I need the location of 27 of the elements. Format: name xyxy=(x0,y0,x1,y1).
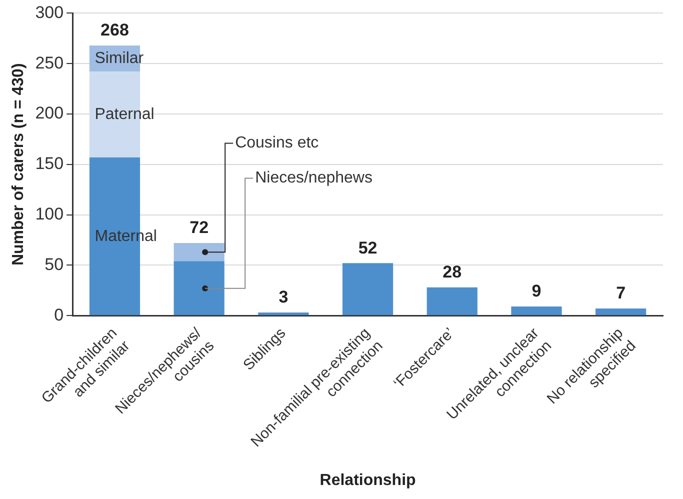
y-tick-label: 150 xyxy=(35,154,64,174)
total-label: 9 xyxy=(532,282,542,301)
bar xyxy=(174,243,224,262)
y-tick-label: 200 xyxy=(35,104,64,123)
bar xyxy=(596,308,646,316)
annotation: Similar xyxy=(94,50,144,67)
y-tick-label: 250 xyxy=(35,53,64,72)
bar xyxy=(426,287,478,316)
total-label: 3 xyxy=(278,288,288,307)
annotation: Paternal xyxy=(94,106,154,123)
y-tick-label: 300 xyxy=(35,2,64,22)
y-axis-title: Number of carers (n = 430) xyxy=(10,63,28,266)
total-label: 7 xyxy=(616,284,626,303)
bar xyxy=(511,306,562,316)
y-tick-label: 50 xyxy=(44,254,64,274)
annotation: Nieces/nephews xyxy=(255,170,372,187)
total-label: 52 xyxy=(358,238,378,258)
total-label: 28 xyxy=(442,262,462,282)
bar xyxy=(258,312,309,316)
total-label: 72 xyxy=(190,218,209,238)
y-tick-label: 100 xyxy=(35,204,64,224)
bar xyxy=(342,263,394,316)
annotation: Cousins etc xyxy=(235,134,319,152)
y-tick-label: 0 xyxy=(54,305,64,324)
x-axis-title: Relationship xyxy=(320,472,416,489)
bar xyxy=(174,261,224,316)
total-label: 268 xyxy=(100,20,129,40)
